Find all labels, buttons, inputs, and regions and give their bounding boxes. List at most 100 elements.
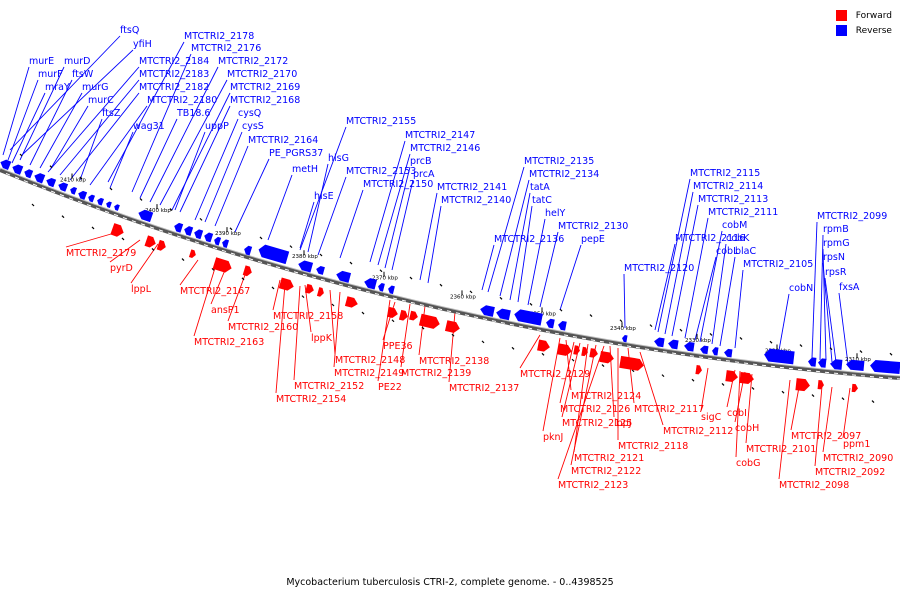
reverse-genes — [0, 159, 900, 375]
backbone-dash — [599, 340, 605, 343]
reverse-gene-arrow — [24, 169, 34, 179]
leader-line — [694, 256, 717, 341]
backbone-dash — [392, 297, 398, 300]
backbone-dash — [266, 263, 272, 266]
backbone-dash — [689, 355, 695, 357]
forward-gene-arrow — [110, 223, 124, 237]
forward-gene-arrow — [242, 265, 252, 277]
gene-label-cysq: cysQ — [238, 108, 261, 119]
kbp-tick-2400-kbp: 2400 kbp — [145, 208, 171, 214]
legend-item-forward: Forward — [835, 8, 892, 23]
reverse-gene-arrow — [480, 305, 495, 317]
gene-label-mtctri2-2137: MTCTRI2_2137 — [449, 383, 519, 394]
leader-line — [509, 192, 531, 301]
minor-tick — [91, 226, 95, 230]
gene-label-mtctri2-2130: MTCTRI2_2130 — [558, 221, 628, 232]
forward-gene-arrow — [795, 378, 810, 392]
leader-line — [671, 204, 699, 337]
forward-gene-arrow — [344, 296, 358, 308]
gene-label-blac: blaC — [735, 246, 756, 257]
forward-gene-arrow — [581, 346, 588, 357]
legend-item-reverse: Reverse — [835, 23, 892, 38]
gene-label-mtctri2-2135: MTCTRI2_2135 — [524, 156, 594, 167]
gene-label-mtctri2-2168: MTCTRI2_2168 — [230, 95, 300, 106]
gene-label-mtctri2-2164: MTCTRI2_2164 — [248, 135, 318, 146]
gene-label-pe22: PE22 — [378, 382, 402, 393]
forward-leader-lines — [65, 231, 851, 480]
kbp-tick-2390-kbp: 2390 kbp — [215, 231, 241, 237]
minor-tick — [739, 337, 743, 340]
leader-line — [333, 291, 341, 368]
gene-label-hisg: hisG — [328, 153, 349, 164]
leader-line — [159, 79, 228, 206]
gene-label-ftsz: ftsZ — [102, 108, 121, 119]
gene-label-lppj: lppJ — [614, 418, 632, 429]
gene-label-ppm1: ppm1 — [843, 439, 870, 450]
leader-line — [65, 231, 119, 248]
leader-line — [719, 256, 736, 347]
backbone-dash — [734, 361, 740, 363]
minor-tick — [421, 326, 425, 330]
gene-label-murc: murC — [88, 95, 114, 106]
minor-tick — [571, 358, 575, 362]
minor-tick — [439, 283, 443, 287]
backbone-dash — [275, 266, 281, 269]
gene-label-fxsa: fxsA — [839, 282, 860, 293]
reverse-gene-arrow — [58, 182, 69, 192]
leader-line — [7, 79, 39, 161]
leader-line — [329, 289, 336, 355]
gene-label-mtctri2-2118: MTCTRI2_2118 — [618, 441, 688, 452]
reverse-gene-arrow — [46, 177, 57, 188]
forward-gene-arrow — [278, 277, 294, 291]
gene-label-mtctri2-2180: MTCTRI2_2180 — [147, 95, 217, 106]
minor-tick — [151, 248, 155, 251]
gene-label-pepe: pepE — [581, 234, 605, 245]
genome-backbone — [0, 168, 900, 380]
leader-line — [193, 267, 216, 337]
backbone-dash — [212, 247, 218, 250]
reverse-gene-arrow — [244, 245, 253, 256]
leader-line — [657, 178, 691, 333]
leader-line — [711, 243, 727, 345]
minor-tick — [859, 350, 863, 354]
minor-tick — [679, 328, 683, 332]
leader-line — [227, 274, 246, 322]
leader-line — [639, 351, 664, 426]
minor-tick — [619, 319, 623, 323]
gene-label-mtctri2-2139: MTCTRI2_2139 — [401, 368, 471, 379]
gene-label-mtctri2-2140: MTCTRI2_2140 — [441, 195, 511, 206]
backbone-dash — [419, 304, 425, 306]
gene-label-pyrd: pyrD — [110, 263, 133, 274]
reverse-gene-arrow — [12, 164, 24, 175]
minor-tick — [331, 303, 335, 307]
backbone-dash — [428, 306, 434, 309]
backbone-dash — [293, 271, 299, 274]
minor-tick — [31, 203, 35, 207]
forward-gene-arrow — [304, 283, 314, 294]
leader-line — [307, 163, 329, 253]
leader-line — [745, 373, 753, 444]
forward-gene-arrow — [695, 365, 702, 375]
forward-swatch — [835, 10, 847, 21]
backbone-dash — [572, 336, 578, 338]
leader-line — [527, 218, 546, 306]
backbone-dash — [725, 360, 731, 362]
gene-label-cobg: cobG — [736, 458, 760, 469]
leader-line — [700, 367, 709, 412]
minor-tick — [781, 390, 785, 394]
leader-line — [267, 174, 293, 241]
leader-line — [369, 140, 406, 263]
gene-label-mtctri2-2147: MTCTRI2_2147 — [405, 130, 475, 141]
gene-label-mtctri2-2098: MTCTRI2_2098 — [779, 480, 849, 491]
leader-line — [391, 179, 414, 271]
backbone-dash — [23, 180, 29, 183]
reverse-gene-arrow — [808, 357, 817, 367]
reverse-gene-arrow — [830, 359, 843, 370]
gene-label-mtctri2-2152: MTCTRI2_2152 — [294, 381, 364, 392]
gene-label-lppk: lppK — [311, 333, 333, 344]
leader-line — [487, 166, 525, 293]
gene-label-cobk: cobK — [726, 233, 750, 244]
gene-label-rpsr: rpsR — [825, 267, 847, 278]
backbone-dash — [608, 342, 614, 345]
gene-label-pknj: pknJ — [543, 432, 563, 443]
